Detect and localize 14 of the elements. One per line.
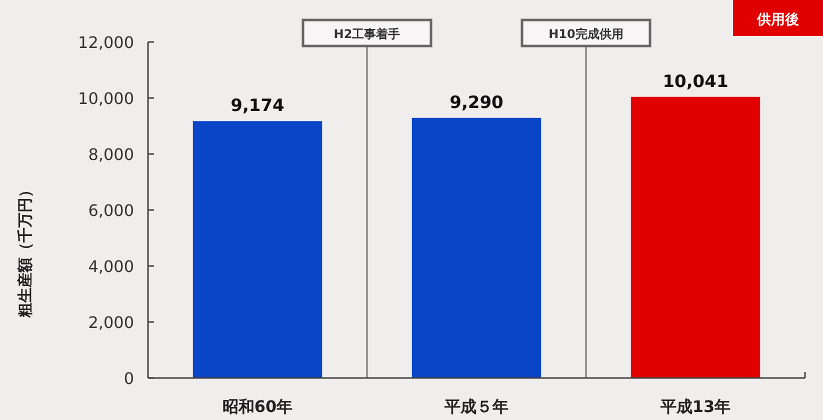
y-tick-label: 8,000 <box>88 145 134 164</box>
y-tick-label: 6,000 <box>88 201 134 220</box>
y-tick-label: 0 <box>124 369 134 388</box>
x-tick-label: 平成５年 <box>444 397 508 416</box>
y-tick-label: 2,000 <box>88 313 134 332</box>
x-tick-label: 平成13年 <box>659 397 731 416</box>
y-tick-label: 4,000 <box>88 257 134 276</box>
x-tick-label: 昭和60年 <box>222 397 293 416</box>
y-axis-title: 粗生産額（千万円） <box>16 182 34 318</box>
data-label: 9,290 <box>450 92 504 113</box>
data-label: 10,041 <box>662 72 728 92</box>
y-tick-label: 12,000 <box>78 33 134 52</box>
data-label: 9,174 <box>230 96 285 116</box>
y-tick-label: 10,000 <box>78 89 134 108</box>
